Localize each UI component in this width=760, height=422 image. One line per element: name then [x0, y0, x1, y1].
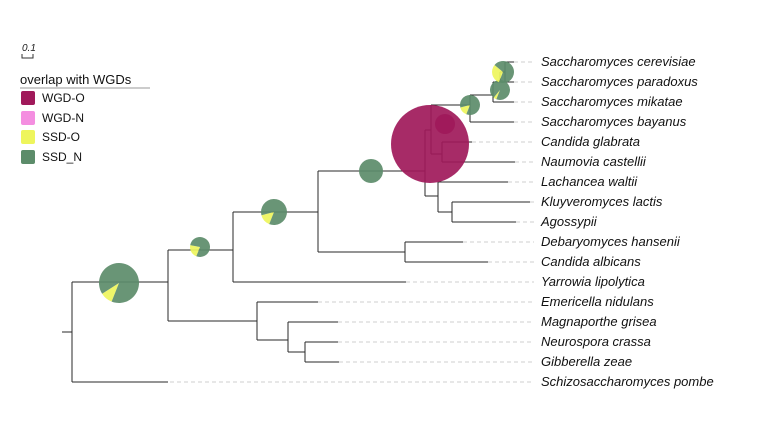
pie-slice-ssd-n	[261, 199, 287, 226]
taxon-label: Magnaporthe grisea	[541, 314, 657, 329]
pie-node-root-ascomycota	[98, 263, 139, 303]
tip-guides	[170, 61, 534, 383]
legend-swatch-ssd-n	[21, 150, 35, 164]
taxon-label: Agossypii	[540, 214, 598, 229]
tree-branches	[62, 61, 530, 383]
pie-node-saccharomycetaceae	[359, 159, 383, 183]
pie-slice-ssd-n	[460, 95, 481, 116]
legend-swatch-ssd-o	[21, 130, 35, 144]
pie-node-post-wgd	[435, 114, 455, 134]
legend-label-wgd-o: WGD-O	[42, 91, 85, 105]
pie-slice-ssd-n	[489, 79, 510, 100]
pie-slice-ssd-o	[190, 245, 200, 257]
pie-slice-ssd-o	[491, 64, 503, 83]
taxon-labels: Saccharomyces cerevisiae Saccharomyces p…	[540, 54, 714, 389]
taxon-label: Schizosaccharomyces pombe	[541, 374, 714, 389]
taxon-label: Saccharomyces bayanus	[541, 114, 687, 129]
legend-label-ssd-o: SSD-O	[42, 130, 80, 144]
taxon-label: Lachancea waltii	[541, 174, 638, 189]
pie-node-cer-par	[491, 61, 514, 83]
taxon-label: Naumovia castellii	[541, 154, 647, 169]
taxon-label: Neurospora crassa	[541, 334, 651, 349]
legend-title: overlap with WGDs	[20, 72, 132, 87]
pie-node-wgd	[391, 105, 469, 183]
pie-slice-ssd-o	[102, 283, 119, 302]
pie-slice-ssd-n	[494, 61, 514, 83]
pie-slice-ssd-o	[460, 105, 470, 115]
pie-slice-ssd-n	[190, 236, 210, 257]
scale-bar-line	[21, 54, 34, 59]
taxon-label: Debaryomyces hansenii	[541, 234, 681, 249]
pie-slice-ssd-n	[98, 263, 139, 303]
pie-slice-ssd-o	[261, 212, 274, 225]
pie-slice-wgd-o	[435, 114, 455, 134]
pie-node-saccharomyces	[460, 95, 481, 116]
legend-label-wgd-n: WGD-N	[42, 111, 84, 125]
scale-bar: 0.1	[21, 43, 36, 59]
taxon-label: Candida albicans	[541, 254, 641, 269]
pie-node-sensu-stricto	[489, 79, 510, 100]
pie-nodes	[98, 61, 514, 303]
legend: overlap with WGDs WGD-O WGD-N SSD-O SSD_…	[20, 72, 150, 164]
pie-slice-wgd-o	[391, 105, 469, 183]
taxon-label: Kluyveromyces lactis	[541, 194, 663, 209]
taxon-label: Yarrowia lipolytica	[541, 274, 645, 289]
pie-slice-ssd-n	[359, 159, 383, 183]
taxon-label: Saccharomyces cerevisiae	[541, 54, 696, 69]
scale-bar-label: 0.1	[22, 43, 36, 54]
pie-slice-ssd-o	[493, 90, 500, 100]
legend-label-ssd-n: SSD_N	[42, 150, 82, 164]
taxon-label: Emericella nidulans	[541, 294, 654, 309]
legend-swatch-wgd-n	[21, 111, 35, 125]
taxon-label: Candida glabrata	[541, 134, 640, 149]
taxon-label: Saccharomyces mikatae	[541, 94, 683, 109]
pie-node-ctg-split	[261, 199, 287, 226]
taxon-label: Saccharomyces paradoxus	[541, 74, 698, 89]
legend-swatch-wgd-o	[21, 91, 35, 105]
pie-node-yarrowia-split	[190, 236, 210, 257]
taxon-label: Gibberella zeae	[541, 354, 632, 369]
